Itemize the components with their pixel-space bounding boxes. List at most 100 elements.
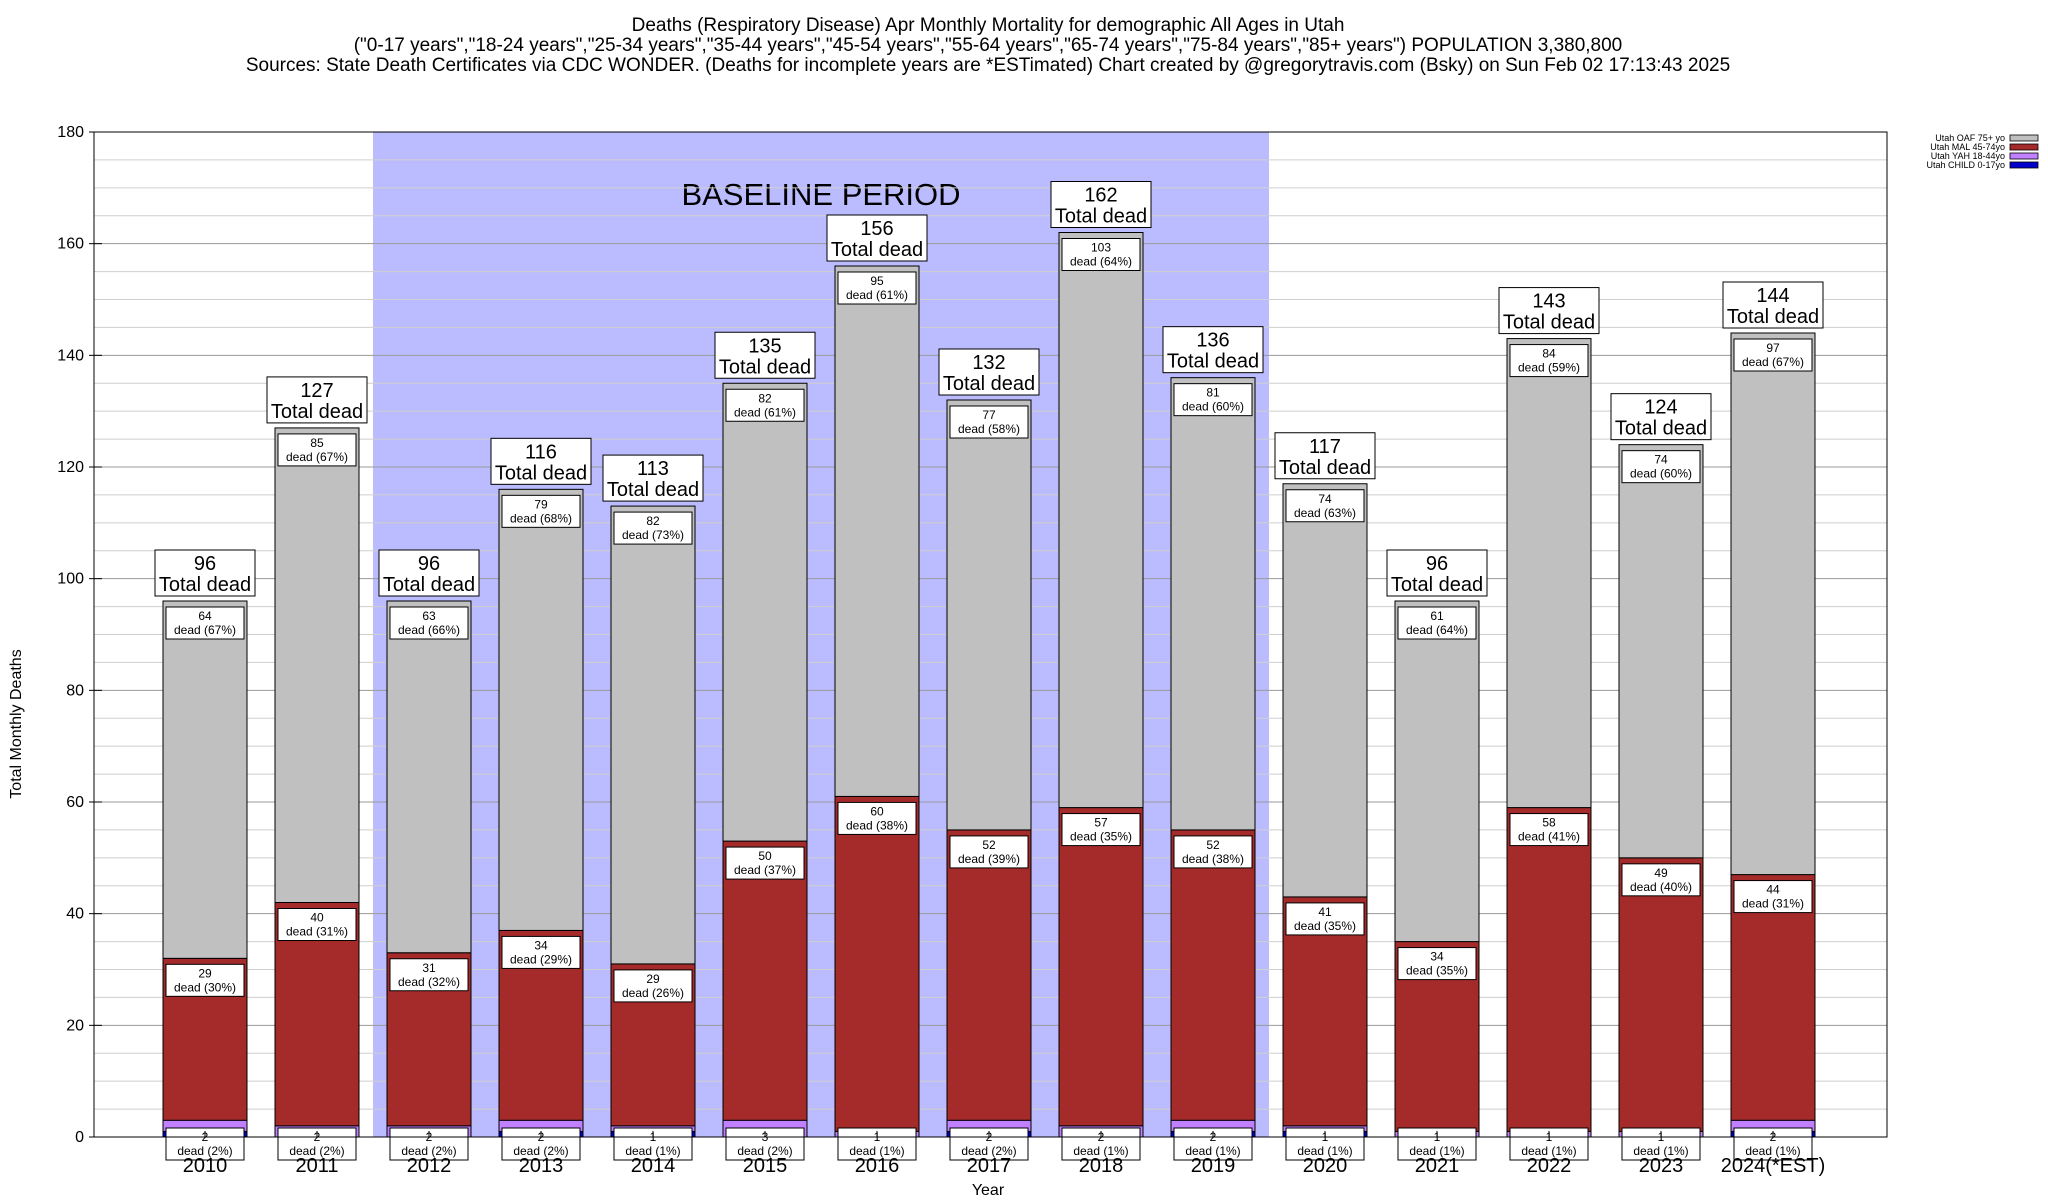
total-dead-label: Total dead (1167, 351, 1259, 373)
bar-segment (1730, 874, 1816, 1121)
segment-label-box (1733, 338, 1813, 372)
segment-count-label: 64 (198, 609, 212, 623)
x-tick-label: 2014 (631, 1155, 676, 1177)
total-label-box (1162, 326, 1264, 374)
segment-label-box (165, 963, 245, 997)
segment-percent-label: dead (67%) (174, 623, 236, 637)
total-label-box (938, 348, 1040, 396)
segment-percent-label: dead (1%) (1521, 1144, 1576, 1158)
total-dead-label: Total dead (607, 479, 699, 501)
segment-label-box (613, 511, 693, 545)
x-tick-label: 2022 (1527, 1155, 1572, 1177)
total-label-box (1498, 287, 1600, 335)
total-value-label: 124 (1644, 397, 1677, 419)
bar-segment (1506, 338, 1592, 809)
bar-segment (722, 840, 808, 1121)
segment-percent-label: dead (1%) (1745, 1144, 1800, 1158)
total-value-label: 132 (972, 352, 1005, 374)
total-value-label: 96 (194, 553, 216, 575)
segment-count-label: 84 (1542, 347, 1556, 361)
bar-segment (834, 795, 920, 1132)
segment-count-label: 50 (758, 849, 772, 863)
segment-label-box (1285, 902, 1365, 936)
total-label-box (1386, 549, 1488, 597)
segment-label-box (1397, 947, 1477, 981)
x-tick-label: 2021 (1415, 1155, 1460, 1177)
segment-label-box (837, 801, 917, 835)
bar-segment (1730, 332, 1816, 876)
total-value-label: 143 (1532, 291, 1565, 313)
segment-count-label: 74 (1654, 453, 1668, 467)
segment-count-label: 34 (534, 938, 548, 952)
segment-percent-label: dead (31%) (1742, 897, 1804, 911)
segment-count-label: 85 (310, 436, 324, 450)
segment-count-label: 63 (422, 609, 436, 623)
segment-percent-label: dead (1%) (1185, 1144, 1240, 1158)
segment-label-box (1509, 344, 1589, 378)
bar-segment (1170, 829, 1256, 1121)
x-axis-title: Year (972, 1182, 1005, 1199)
y-tick-label: 160 (57, 236, 84, 253)
segment-label-box (501, 935, 581, 969)
x-tick-label: 2012 (407, 1155, 452, 1177)
segment-percent-label: dead (35%) (1070, 830, 1132, 844)
total-value-label: 156 (860, 218, 893, 240)
chart-title-line-1: Deaths (Respiratory Disease) Apr Monthly… (632, 15, 1345, 36)
segment-count-label: 34 (1430, 950, 1444, 964)
total-dead-label: Total dead (1615, 418, 1707, 440)
segment-percent-label: dead (60%) (1182, 400, 1244, 414)
y-tick-label: 140 (57, 347, 84, 364)
segment-percent-label: dead (58%) (958, 422, 1020, 436)
total-label-box (154, 549, 256, 597)
segment-count-label: 74 (1318, 492, 1332, 506)
total-dead-label: Total dead (831, 239, 923, 261)
bar-segment (1394, 600, 1480, 943)
total-value-label: 144 (1756, 285, 1789, 307)
segment-percent-label: dead (2%) (513, 1144, 568, 1158)
y-axis-title: Total Monthly Deaths (8, 649, 25, 798)
legend-swatch (2009, 161, 2039, 169)
total-value-label: 116 (525, 441, 557, 463)
total-label-box (490, 437, 592, 485)
segment-count-label: 41 (1318, 905, 1332, 919)
segment-count-label: 58 (1542, 816, 1556, 830)
y-tick-label: 80 (66, 682, 84, 699)
segment-label-box (1285, 489, 1365, 523)
segment-percent-label: dead (2%) (961, 1144, 1016, 1158)
segment-count-label: 81 (1206, 386, 1220, 400)
plot-frame (93, 131, 1888, 1138)
segment-label-box (389, 606, 469, 640)
total-value-label: 96 (1426, 553, 1448, 575)
segment-count-label: 40 (310, 911, 324, 925)
segment-percent-label: dead (37%) (734, 863, 796, 877)
segment-count-label: 82 (758, 391, 772, 405)
segment-percent-label: dead (41%) (1518, 830, 1580, 844)
bar-segment (1170, 377, 1256, 831)
bar-segment (274, 427, 360, 903)
y-tick-label: 40 (66, 906, 84, 923)
x-tick-label: 2020 (1303, 1155, 1348, 1177)
total-value-label: 162 (1084, 185, 1117, 207)
segment-label-box (613, 969, 693, 1003)
total-value-label: 117 (1309, 436, 1341, 458)
total-dead-label: Total dead (719, 356, 811, 378)
legend-swatch (2009, 134, 2039, 142)
total-dead-label: Total dead (1391, 574, 1483, 596)
segment-label-box (949, 835, 1029, 869)
x-tick-label: 2023 (1639, 1155, 1684, 1177)
bar-segment (834, 265, 920, 797)
segment-percent-label: dead (35%) (1294, 919, 1356, 933)
bar-segment (946, 399, 1032, 831)
bar-segment (498, 488, 584, 931)
y-tick-label: 20 (66, 1017, 84, 1034)
segment-percent-label: dead (2%) (177, 1144, 232, 1158)
legend-label: Utah YAH 18-44yo (1931, 151, 2005, 161)
segment-count-label: 29 (646, 972, 660, 986)
segment-label-box (837, 271, 917, 305)
segment-count-label: 57 (1094, 816, 1108, 830)
bars-layer (162, 232, 1816, 1138)
total-label-box (1610, 393, 1712, 441)
total-value-label: 136 (1196, 330, 1229, 352)
segment-count-label: 97 (1766, 341, 1780, 355)
